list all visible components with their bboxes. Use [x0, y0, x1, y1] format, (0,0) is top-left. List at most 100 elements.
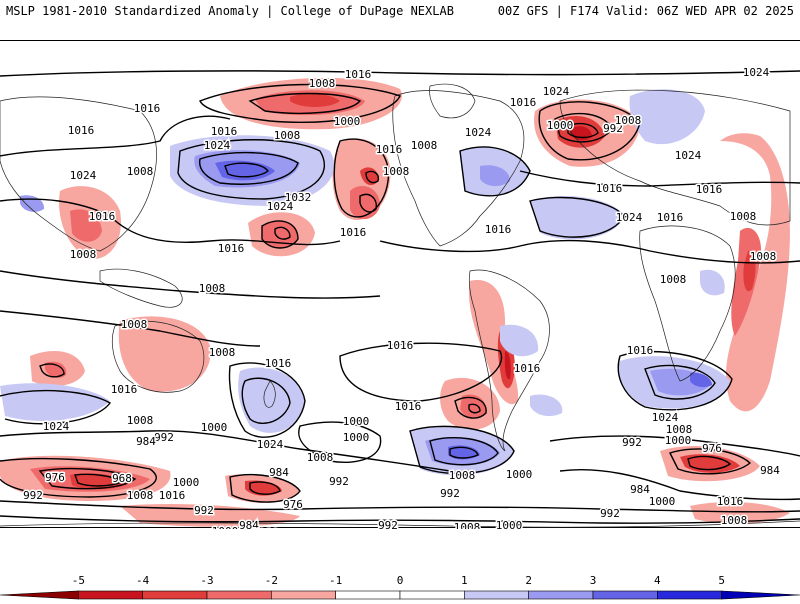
isobar-label: 992: [600, 507, 620, 520]
isobar-label: 1008: [750, 250, 777, 263]
isobar-line: [0, 310, 261, 347]
isobar-label: 1008: [209, 346, 236, 359]
isobar-label: 1000: [334, 115, 361, 128]
isobar-line: [0, 389, 112, 425]
neg-anomaly-region: [720, 133, 790, 412]
isobar-label: 1024: [675, 149, 702, 162]
colorbar-segment: [464, 590, 529, 600]
isobar-line: [339, 342, 503, 402]
isobar-label: 992: [23, 489, 43, 502]
isobar-label: 1024: [267, 200, 294, 213]
isobar-line: [241, 377, 291, 424]
isobar-label: 1008: [454, 521, 481, 529]
isobar-label: 1016: [68, 124, 95, 137]
coastline-eurasia: [559, 89, 791, 226]
isobar-label: 992: [622, 436, 642, 449]
isobar-line: [359, 193, 377, 213]
header-run-info: 00Z GFS | F174 Valid: 06Z WED APR 02 202…: [497, 4, 794, 18]
colorbar-segment: [592, 590, 658, 600]
colorbar-segment: [142, 590, 208, 600]
header-title: MSLP 1981-2010 Standardized Anomaly | Co…: [6, 4, 454, 18]
neg-anomaly-region: [690, 501, 790, 524]
isobar-label: 1024: [543, 85, 570, 98]
isobar-label: 1000: [201, 421, 228, 434]
isobar-label: 1000: [506, 468, 533, 481]
isobar-label: 1016: [159, 489, 186, 502]
colorbar-tick-label: -2: [265, 574, 278, 587]
isobar-label: 1016: [514, 362, 541, 375]
neg-anomaly-region: [504, 351, 511, 380]
isobar-line: [0, 198, 341, 246]
isobar-line: [228, 362, 306, 438]
isobar-label: 1000: [343, 415, 370, 428]
isobar-label: 1008: [721, 514, 748, 527]
isobar-label: 992: [378, 519, 398, 529]
isobar-line: [409, 425, 515, 475]
colorbar-segment: [528, 590, 594, 600]
isobar-label: 1016: [376, 143, 403, 156]
isobar-label: 976: [45, 471, 65, 484]
isobar-line: [0, 70, 800, 77]
isobar-label: 976: [702, 442, 722, 455]
colorbar-svg: -5 -4 -3 -2 -1 0 1 2 3 4 5: [0, 574, 800, 600]
isobar-label: 1016: [345, 68, 372, 81]
pos-anomaly-region: [629, 89, 705, 145]
isobar-line: [644, 364, 716, 400]
isobar-label: 1000: [343, 431, 370, 444]
isobar-label: 1016: [387, 339, 414, 352]
coastline-north-america: [392, 90, 525, 247]
isobar-line: [567, 122, 599, 139]
isobar-line: [38, 467, 137, 490]
isobar-label: 992: [440, 487, 460, 500]
isobar-label: 1000: [665, 434, 692, 447]
isobar-label: 992: [329, 475, 349, 488]
colorbar-tick-label: -5: [72, 574, 85, 587]
colorbar-tick-label: 1: [461, 574, 468, 587]
neg-anomaly-region: [290, 93, 340, 107]
isobar-line: [261, 220, 299, 249]
colorbar-tick-label: 4: [654, 574, 661, 587]
colorbar-segment: [335, 590, 401, 600]
isobar-label: 1000: [547, 119, 574, 132]
isobar-label: 1032: [285, 191, 312, 204]
neg-anomaly-region: [118, 316, 211, 392]
isobar-label: 1016: [627, 344, 654, 357]
isobar-line: [365, 170, 380, 184]
isobar-label: 1008: [307, 451, 334, 464]
isobar-label: 1008: [660, 273, 687, 286]
pos-anomaly-region: [238, 367, 305, 433]
colorbar-bar: [0, 590, 800, 600]
isobar-label: 1016: [485, 223, 512, 236]
isobar-label: 1024: [652, 411, 679, 424]
colorbar-tick-label: -4: [136, 574, 150, 587]
isobar-line: [199, 83, 401, 123]
isobar-line: [538, 101, 641, 161]
pos-anomaly-region: [480, 165, 510, 187]
isobar-label: 1008: [199, 282, 226, 295]
isobar-label: 984: [269, 466, 289, 479]
isobar-line: [687, 455, 732, 471]
coastline-south-america: [468, 269, 550, 452]
isobar-line: [198, 151, 299, 185]
isobar-label: 1016: [717, 495, 744, 508]
coastline-antarctica: [0, 520, 800, 528]
pos-anomaly-region: [700, 269, 725, 296]
isobar-label: 976: [283, 498, 303, 511]
isobar-label: 1024: [43, 420, 70, 433]
isobar-line: [298, 421, 382, 463]
colorbar-tick-label: 0: [397, 574, 404, 587]
isobar-line: [519, 170, 800, 187]
isobar-line: [529, 196, 625, 238]
isobar-label: 1024: [204, 139, 231, 152]
pos-anomaly-region: [500, 324, 539, 357]
isobar-line: [248, 92, 362, 114]
isobar-label: 992: [603, 122, 623, 135]
isobar-label: 1008: [411, 139, 438, 152]
neg-anomaly-region: [70, 209, 102, 242]
colorbar-tick-label: -3: [200, 574, 213, 587]
isobar-line: [617, 351, 733, 411]
isobar-label: 1016: [265, 357, 292, 370]
isobar-label: 1008: [730, 210, 757, 223]
isobar-label: 1000: [649, 495, 676, 508]
colorbar-tick-label: -1: [329, 574, 342, 587]
